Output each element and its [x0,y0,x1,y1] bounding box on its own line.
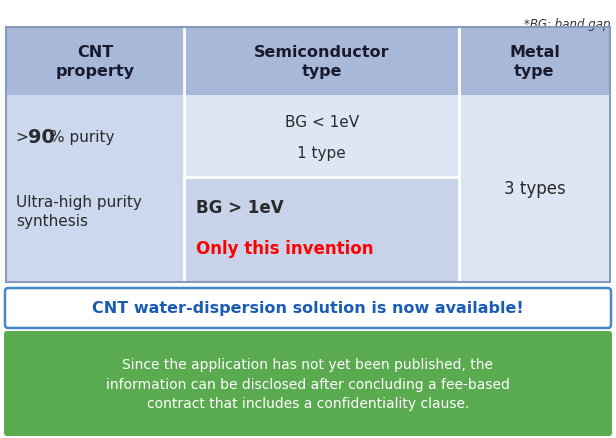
Text: *BG: band gap: *BG: band gap [524,18,610,31]
Bar [6,28,184,96]
Bar [459,96,610,283]
Text: Metal
type: Metal type [509,45,560,79]
Text: Ultra-high purity
synthesis: Ultra-high purity synthesis [16,194,142,229]
Bar [184,28,459,96]
Text: 3 types: 3 types [504,180,565,198]
Text: Only this invention: Only this invention [196,240,374,258]
Text: 1 type: 1 type [297,146,346,161]
FancyBboxPatch shape [4,331,612,436]
Text: CNT
property: CNT property [55,45,134,79]
Text: Since the application has not yet been published, the
information can be disclos: Since the application has not yet been p… [106,357,510,410]
Bar [6,96,184,283]
Bar [459,28,610,96]
Text: Semiconductor
type: Semiconductor type [254,45,389,79]
Text: % purity: % purity [50,129,115,144]
Bar [184,178,459,283]
Text: 90: 90 [28,127,55,146]
Bar [6,28,610,283]
Text: BG < 1eV: BG < 1eV [285,115,359,130]
FancyBboxPatch shape [5,288,611,328]
Text: CNT water-dispersion solution is now available!: CNT water-dispersion solution is now ava… [92,301,524,316]
Text: BG > 1eV: BG > 1eV [196,198,284,216]
Text: >: > [16,129,34,144]
Bar [184,96,459,178]
